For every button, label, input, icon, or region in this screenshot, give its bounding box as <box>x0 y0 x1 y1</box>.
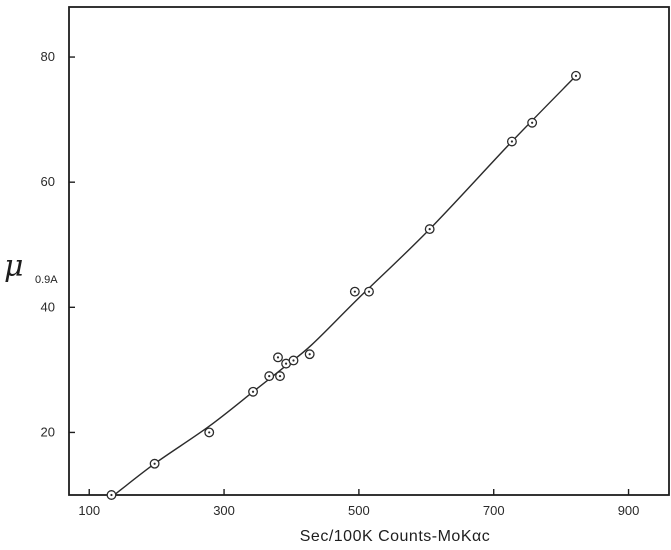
data-point <box>288 355 299 366</box>
y-axis-subscript: 0.9A <box>35 274 58 286</box>
x-axis-label: Sec/100K Counts-MoKαc <box>300 528 491 545</box>
data-point <box>149 458 160 469</box>
x-tick-label: 900 <box>618 503 640 518</box>
data-point <box>571 70 581 81</box>
data-point <box>273 352 283 363</box>
y-tick-label: 60 <box>41 174 55 189</box>
data-point <box>248 386 258 397</box>
data-point <box>506 136 517 147</box>
data-points <box>106 70 581 500</box>
y-tick-label: 20 <box>41 424 55 439</box>
data-point <box>304 349 315 360</box>
y-axis-symbol: μ <box>4 249 24 284</box>
data-point <box>364 286 374 297</box>
x-tick-label: 700 <box>483 503 505 518</box>
tick-labels: 100 300 500 700 900 20 40 60 80 <box>41 49 640 518</box>
x-tick-label: 300 <box>213 503 235 518</box>
y-tick-label: 40 <box>41 299 55 314</box>
data-point <box>204 427 215 438</box>
x-tick-label: 500 <box>348 503 370 518</box>
data-point <box>275 371 285 382</box>
y-tick-label: 80 <box>41 49 55 64</box>
data-point <box>424 224 435 235</box>
axis-ticks <box>69 56 630 495</box>
data-point <box>264 371 275 382</box>
fit-curve <box>113 75 577 496</box>
x-tick-label: 100 <box>78 503 100 518</box>
plot-frame <box>68 6 670 496</box>
data-point <box>527 117 538 128</box>
data-point <box>349 286 360 297</box>
data-point <box>106 490 117 500</box>
